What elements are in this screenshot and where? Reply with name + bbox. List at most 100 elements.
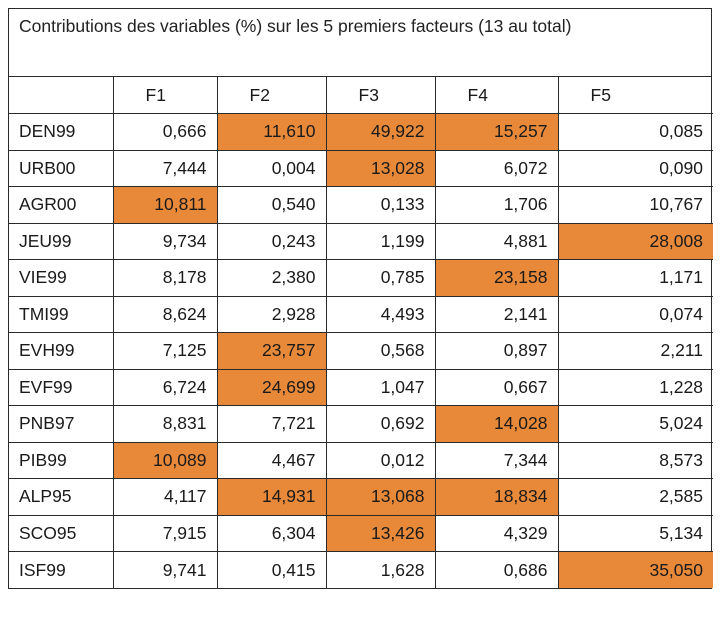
contributions-table: F1 F2 F3 F4 F5 DEN99 0,666 11,610 49,922 15,… — [9, 77, 713, 588]
value-cell-f5: 2,585 — [557, 478, 713, 516]
header-row: F1 F2 F3 F4 F5 — [9, 77, 713, 114]
value-cell-f3: 1,199 — [325, 222, 436, 260]
value-cell-f2: 2,380 — [216, 259, 327, 297]
value-cell-f4: 1,706 — [434, 186, 559, 224]
value-cell-f3: 0,692 — [325, 405, 436, 443]
variable-name-cell: JEU99 — [9, 222, 114, 260]
value-cell-f2: 0,540 — [216, 186, 327, 224]
value-cell-f1: 10,811 — [112, 186, 218, 224]
value-cell-f2: 11,610 — [216, 113, 327, 151]
value-cell-f2: 24,699 — [216, 368, 327, 406]
value-cell-f4: 6,072 — [434, 149, 559, 187]
value-cell-f4: 0,686 — [434, 551, 559, 588]
header-f3: F3 — [325, 77, 436, 114]
table-row: PNB97 8,831 7,721 0,692 14,028 5,024 — [9, 405, 713, 443]
value-cell-f3: 49,922 — [325, 113, 436, 151]
value-cell-f5: 35,050 — [557, 551, 713, 588]
value-cell-f3: 0,568 — [325, 332, 436, 370]
value-cell-f3: 13,028 — [325, 149, 436, 187]
header-f2: F2 — [216, 77, 327, 114]
value-cell-f2: 0,004 — [216, 149, 327, 187]
value-cell-f1: 8,178 — [112, 259, 218, 297]
variable-name-cell: URB00 — [9, 149, 114, 187]
contributions-table-container: Contributions des variables (%) sur les … — [8, 8, 713, 589]
table-row: URB00 7,444 0,004 13,028 6,072 0,090 — [9, 149, 713, 187]
value-cell-f5: 28,008 — [557, 222, 713, 260]
value-cell-f1: 7,125 — [112, 332, 218, 370]
value-cell-f3: 1,047 — [325, 368, 436, 406]
table-row: EVF99 6,724 24,699 1,047 0,667 1,228 — [9, 368, 713, 406]
table-row: AGR00 10,811 0,540 0,133 1,706 10,767 — [9, 186, 713, 224]
value-cell-f2: 14,931 — [216, 478, 327, 516]
table-row: ISF99 9,741 0,415 1,628 0,686 35,050 — [9, 551, 713, 588]
value-cell-f2: 7,721 — [216, 405, 327, 443]
value-cell-f5: 0,074 — [557, 295, 713, 333]
variable-name-cell: TMI99 — [9, 295, 114, 333]
value-cell-f5: 5,024 — [557, 405, 713, 443]
value-cell-f5: 0,090 — [557, 149, 713, 187]
value-cell-f4: 23,158 — [434, 259, 559, 297]
value-cell-f4: 0,667 — [434, 368, 559, 406]
value-cell-f2: 6,304 — [216, 514, 327, 552]
value-cell-f1: 0,666 — [112, 113, 218, 151]
header-variable — [9, 77, 114, 114]
variable-name-cell: PIB99 — [9, 441, 114, 479]
table-row: VIE99 8,178 2,380 0,785 23,158 1,171 — [9, 259, 713, 297]
variable-name-cell: SCO95 — [9, 514, 114, 552]
value-cell-f1: 10,089 — [112, 441, 218, 479]
value-cell-f1: 6,724 — [112, 368, 218, 406]
value-cell-f2: 0,415 — [216, 551, 327, 588]
table-row: EVH99 7,125 23,757 0,568 0,897 2,211 — [9, 332, 713, 370]
variable-name-cell: PNB97 — [9, 405, 114, 443]
value-cell-f3: 0,785 — [325, 259, 436, 297]
value-cell-f4: 0,897 — [434, 332, 559, 370]
table-row: ALP95 4,117 14,931 13,068 18,834 2,585 — [9, 478, 713, 516]
value-cell-f5: 8,573 — [557, 441, 713, 479]
table-row: SCO95 7,915 6,304 13,426 4,329 5,134 — [9, 514, 713, 552]
value-cell-f1: 9,734 — [112, 222, 218, 260]
value-cell-f3: 0,133 — [325, 186, 436, 224]
value-cell-f5: 1,171 — [557, 259, 713, 297]
value-cell-f3: 13,426 — [325, 514, 436, 552]
value-cell-f1: 4,117 — [112, 478, 218, 516]
variable-name-cell: AGR00 — [9, 186, 114, 224]
variable-name-cell: ISF99 — [9, 551, 114, 588]
header-f1: F1 — [112, 77, 218, 114]
value-cell-f4: 15,257 — [434, 113, 559, 151]
value-cell-f4: 7,344 — [434, 441, 559, 479]
value-cell-f1: 7,444 — [112, 149, 218, 187]
value-cell-f5: 2,211 — [557, 332, 713, 370]
value-cell-f4: 4,881 — [434, 222, 559, 260]
value-cell-f4: 14,028 — [434, 405, 559, 443]
table-body: DEN99 0,666 11,610 49,922 15,257 0,085 URB00 7,… — [9, 113, 713, 588]
header-f4: F4 — [434, 77, 559, 114]
variable-name-cell: EVH99 — [9, 332, 114, 370]
header-f5: F5 — [557, 77, 713, 114]
value-cell-f3: 4,493 — [325, 295, 436, 333]
variable-name-cell: DEN99 — [9, 113, 114, 151]
value-cell-f1: 8,831 — [112, 405, 218, 443]
value-cell-f5: 10,767 — [557, 186, 713, 224]
value-cell-f2: 2,928 — [216, 295, 327, 333]
value-cell-f5: 5,134 — [557, 514, 713, 552]
value-cell-f4: 18,834 — [434, 478, 559, 516]
value-cell-f4: 2,141 — [434, 295, 559, 333]
value-cell-f1: 8,624 — [112, 295, 218, 333]
value-cell-f5: 0,085 — [557, 113, 713, 151]
table-row: DEN99 0,666 11,610 49,922 15,257 0,085 — [9, 113, 713, 151]
table-row: JEU99 9,734 0,243 1,199 4,881 28,008 — [9, 222, 713, 260]
variable-name-cell: ALP95 — [9, 478, 114, 516]
table-row: PIB99 10,089 4,467 0,012 7,344 8,573 — [9, 441, 713, 479]
value-cell-f3: 1,628 — [325, 551, 436, 588]
value-cell-f2: 0,243 — [216, 222, 327, 260]
table-row: TMI99 8,624 2,928 4,493 2,141 0,074 — [9, 295, 713, 333]
value-cell-f2: 23,757 — [216, 332, 327, 370]
value-cell-f2: 4,467 — [216, 441, 327, 479]
value-cell-f3: 0,012 — [325, 441, 436, 479]
variable-name-cell: VIE99 — [9, 259, 114, 297]
value-cell-f1: 9,741 — [112, 551, 218, 588]
value-cell-f1: 7,915 — [112, 514, 218, 552]
value-cell-f4: 4,329 — [434, 514, 559, 552]
value-cell-f5: 1,228 — [557, 368, 713, 406]
value-cell-f3: 13,068 — [325, 478, 436, 516]
